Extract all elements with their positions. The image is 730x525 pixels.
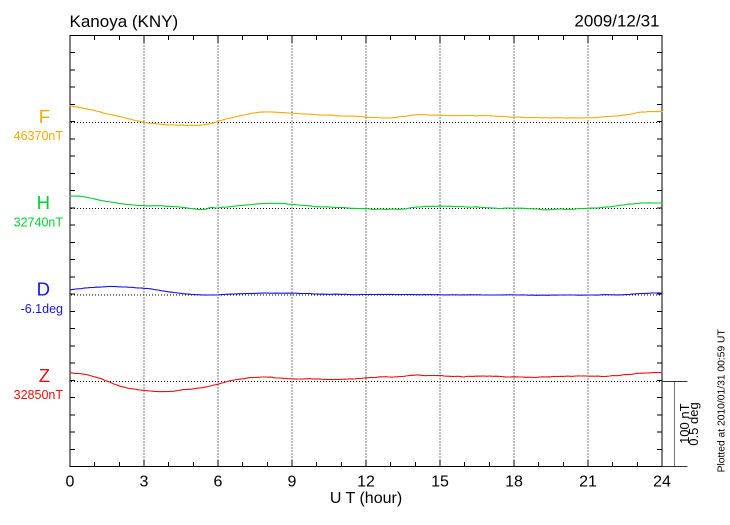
svg-text:H: H <box>37 192 50 213</box>
svg-text:Z: Z <box>39 365 50 386</box>
svg-text:12: 12 <box>357 474 375 491</box>
svg-text:32740nT: 32740nT <box>14 215 64 229</box>
svg-text:D: D <box>37 279 50 300</box>
svg-text:24: 24 <box>653 474 671 491</box>
svg-text:3: 3 <box>140 474 149 491</box>
svg-text:32850nT: 32850nT <box>14 388 64 402</box>
svg-text:Plotted at 2010/01/31 00:59 UT: Plotted at 2010/01/31 00:59 UT <box>717 329 728 473</box>
svg-text:2009/12/31: 2009/12/31 <box>574 12 659 31</box>
svg-text:0: 0 <box>66 474 75 491</box>
svg-text:46370nT: 46370nT <box>14 129 64 143</box>
svg-text:18: 18 <box>505 474 523 491</box>
svg-text:100 nT: 100 nT <box>677 403 692 444</box>
svg-text:6: 6 <box>214 474 223 491</box>
svg-text:21: 21 <box>579 474 597 491</box>
svg-text:Kanoya (KNY): Kanoya (KNY) <box>70 12 179 31</box>
svg-text:15: 15 <box>431 474 449 491</box>
svg-text:U T (hour): U T (hour) <box>330 490 402 507</box>
svg-text:-6.1deg: -6.1deg <box>21 302 63 316</box>
svg-text:0.5 deg: 0.5 deg <box>686 402 701 445</box>
svg-text:F: F <box>39 106 50 127</box>
svg-text:9: 9 <box>288 474 297 491</box>
